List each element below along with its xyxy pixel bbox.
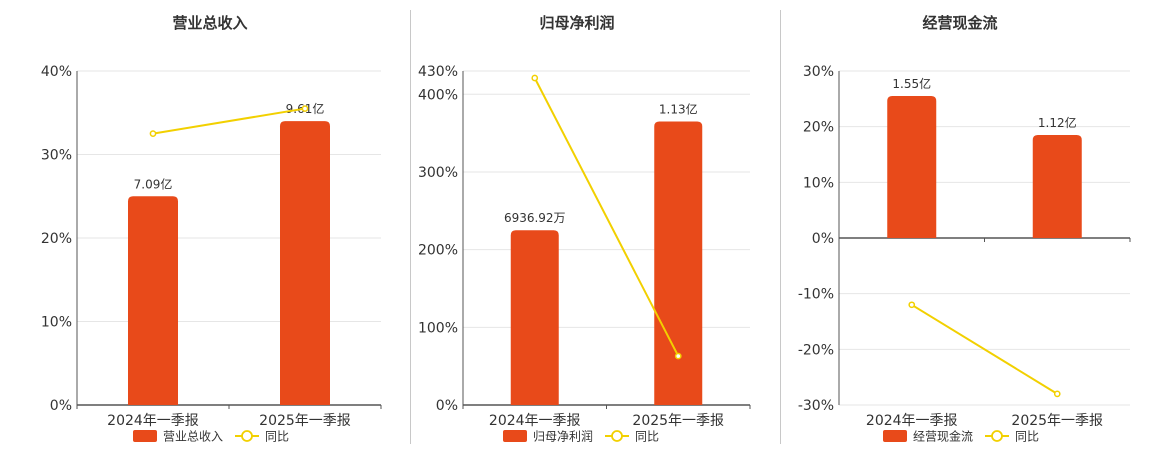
legend-line-marker [611, 430, 623, 442]
bar [280, 121, 330, 405]
legend-line-label: 同比 [1015, 430, 1039, 444]
yoy-line [152, 107, 306, 135]
panel-divider [780, 10, 781, 444]
bar [128, 196, 178, 405]
x-category-label: 2024年一季报 [866, 413, 958, 429]
legend-bar-label: 归母净利润 [533, 430, 593, 444]
y-tick-label: 0% [436, 398, 458, 414]
x-category-label: 2025年一季报 [1011, 413, 1103, 429]
y-tick-label: 10% [803, 175, 834, 191]
bar-value-label: 1.13亿 [659, 101, 698, 116]
y-tick-label: -20% [798, 342, 834, 358]
y-tick-label: 300% [418, 165, 458, 181]
y-tick-label: 10% [41, 315, 72, 331]
chart-title: 营业总收入 [172, 14, 247, 32]
legend-line-label: 同比 [635, 430, 659, 444]
yoy-line [533, 77, 680, 357]
legend-line-label: 同比 [265, 430, 289, 444]
y-tick-label: 20% [803, 120, 834, 136]
legend-bar-label: 营业总收入 [163, 430, 223, 444]
yoy-point [149, 130, 157, 137]
chart-title: 归母净利润 [539, 14, 614, 32]
y-tick-label: 0% [50, 398, 72, 414]
legend-bar-swatch [133, 430, 157, 442]
yoy-line [911, 303, 1058, 395]
yoy-point [908, 301, 916, 309]
x-category-label: 2025年一季报 [632, 413, 724, 429]
y-tick-label: 400% [418, 87, 458, 103]
bar-value-label: 6936.92万 [504, 211, 566, 225]
x-category-label: 2024年一季报 [489, 413, 581, 429]
y-tick-label: 30% [803, 64, 834, 80]
legend-bar-swatch [503, 430, 527, 442]
bar-value-label: 1.55亿 [892, 76, 931, 91]
yoy-point [531, 74, 539, 82]
bar [1032, 135, 1082, 238]
chart-title: 经营现金流 [922, 14, 997, 32]
panel-divider [410, 10, 411, 444]
y-tick-label: -30% [798, 398, 834, 414]
y-tick-label: -10% [798, 287, 834, 303]
y-tick-label: 0% [812, 231, 834, 247]
legend-bar-swatch [883, 430, 907, 442]
yoy-point [674, 352, 682, 360]
y-tick-label: 200% [418, 243, 458, 259]
bar-value-label: 7.09亿 [134, 176, 173, 191]
y-tick-label: 100% [418, 320, 458, 336]
bar-value-label: 1.12亿 [1038, 115, 1077, 130]
yoy-point [301, 105, 309, 112]
x-category-label: 2024年一季报 [107, 413, 199, 429]
bar [654, 121, 703, 405]
legend-bar-label: 经营现金流 [913, 429, 973, 444]
y-tick-label: 430% [418, 64, 458, 80]
legend-line-marker [241, 430, 253, 442]
bar [510, 230, 559, 405]
bar [887, 96, 937, 238]
x-category-label: 2025年一季报 [259, 413, 351, 429]
y-tick-label: 40% [41, 64, 72, 80]
legend-line-marker [991, 430, 1003, 442]
yoy-point [1053, 390, 1061, 398]
y-tick-label: 20% [41, 231, 72, 247]
y-tick-label: 30% [41, 148, 72, 164]
